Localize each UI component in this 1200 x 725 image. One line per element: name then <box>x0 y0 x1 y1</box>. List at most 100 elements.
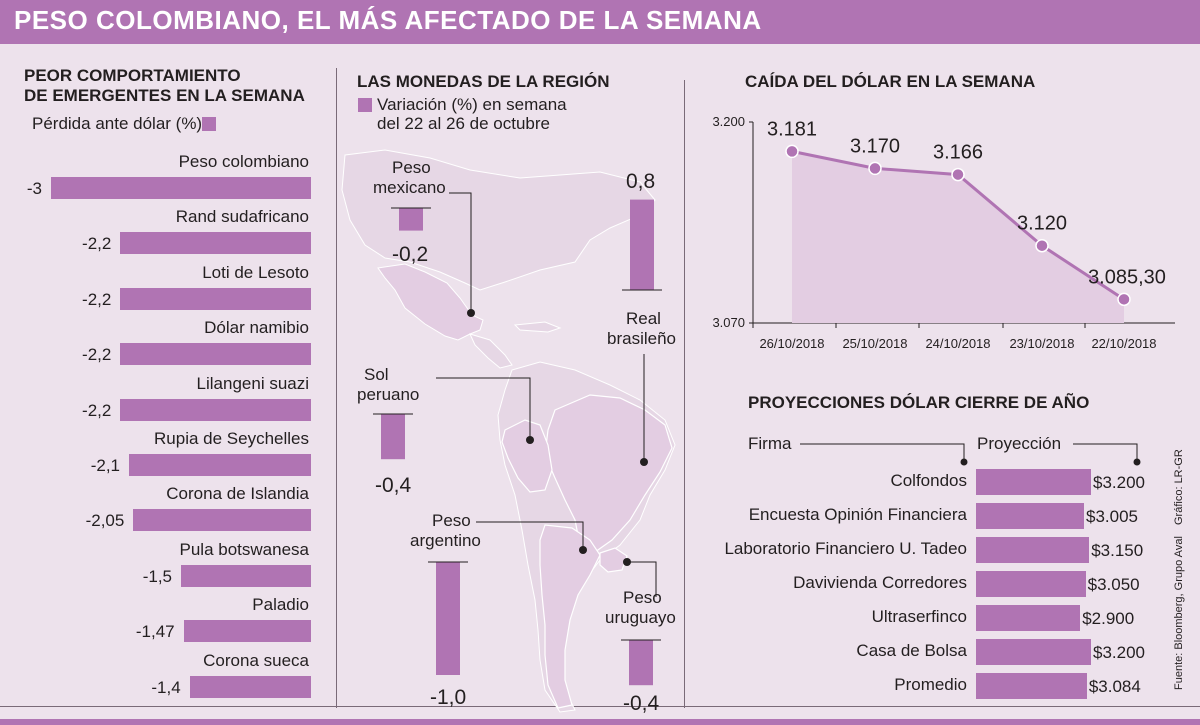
dot-argentina <box>579 546 587 554</box>
x-tick-label: 23/10/2018 <box>1009 336 1074 351</box>
data-label: 3.120 <box>1017 213 1067 235</box>
data-point <box>785 144 799 159</box>
firm-header-line <box>800 443 965 462</box>
projection-bar <box>976 503 1084 529</box>
area-fill <box>792 151 1124 323</box>
emerging-value-label: -2,2 <box>82 234 112 254</box>
dollar-chart-title: CAÍDA DEL DÓLAR EN LA SEMANA <box>745 72 1036 91</box>
y-tick-label: 3.070 <box>712 315 745 330</box>
projection-header-line <box>1073 443 1138 462</box>
projection-bar <box>976 571 1086 597</box>
region-legend-swatch <box>358 98 372 112</box>
latam-map <box>341 149 676 713</box>
label-peru-2: peruano <box>357 385 420 404</box>
label-argentina-2: argentino <box>410 531 481 550</box>
emerging-category-label: Rand sudafricano <box>175 207 309 227</box>
projections-col-projection: Proyección <box>977 434 1062 453</box>
emerging-value-label: -2,1 <box>90 456 120 475</box>
data-point <box>868 161 882 176</box>
label-brazil-2: brasileño <box>607 329 676 348</box>
data-label: 3.085,30 <box>1088 266 1166 288</box>
argentina-shape <box>539 524 601 709</box>
projection-bar <box>976 537 1090 563</box>
emerging-bar <box>120 232 311 255</box>
left-legend-swatch <box>202 117 216 131</box>
emerging-bar <box>120 287 311 310</box>
projections-title: PROYECCIONES DÓLAR CIERRE DE AÑO <box>748 393 1090 412</box>
left-legend-label: Pérdida ante dólar (%) <box>32 114 203 133</box>
region-legend-line2: del 22 al 26 de octubre <box>377 114 550 133</box>
emerging-bar <box>189 675 311 698</box>
emerging-category-label: Pula botswanesa <box>179 539 309 559</box>
label-brazil-1: Real <box>626 309 661 328</box>
central-america-shape <box>469 333 513 369</box>
uruguay-shape <box>599 547 628 573</box>
region-bar-brazil <box>630 199 654 290</box>
leader-argentina <box>476 521 584 550</box>
dot-brazil <box>640 458 648 466</box>
emerging-bar <box>129 454 311 476</box>
leader-mexico <box>449 192 472 313</box>
projection-firm: Davivienda Corredores <box>793 573 967 592</box>
emerging-bar <box>133 509 311 532</box>
projection-value: $3.200 <box>1093 643 1145 662</box>
value-brazil: 0,8 <box>626 170 656 193</box>
label-mexico-1: Peso <box>392 158 431 177</box>
emerging-category-label: Corona sueca <box>203 650 309 670</box>
title-bar <box>0 0 1200 44</box>
projection-firm: Encuesta Opinión Financiera <box>748 505 967 524</box>
y-tick-label: 3.200 <box>712 114 745 129</box>
region-bar-uruguay <box>629 640 653 686</box>
value-mexico: -0,2 <box>392 243 429 266</box>
label-uruguay-2: uruguayo <box>605 608 676 627</box>
emerging-bar <box>51 177 311 199</box>
dot-uruguay <box>623 558 631 566</box>
emerging-value-label: -1,4 <box>151 677 181 697</box>
x-tick-label: 24/10/2018 <box>925 336 990 351</box>
projection-value: $3.200 <box>1093 473 1145 492</box>
value-argentina: -1,0 <box>430 686 467 709</box>
emerging-value-label: -2,2 <box>82 289 112 309</box>
emerging-category-label: Lilangeni suazi <box>196 373 309 393</box>
emerging-value-label: -2,05 <box>85 511 125 531</box>
value-uruguay: -0,4 <box>623 692 660 715</box>
dot-peru <box>526 436 534 444</box>
x-tick-label: 26/10/2018 <box>759 336 824 351</box>
projection-firm: Colfondos <box>890 471 967 490</box>
region-legend-line1: Variación (%) en semana <box>377 95 567 114</box>
region-bar-peru <box>381 414 405 460</box>
data-label: 3.166 <box>933 142 983 164</box>
emerging-value-label: -2,2 <box>82 345 112 365</box>
projection-firm: Laboratorio Financiero U. Tadeo <box>724 539 967 558</box>
dollar-area-chart: 3.070 3.200 3.181 26/10/2018 3.170 25/10/2018… <box>712 114 1175 351</box>
region-bar-argentina <box>436 562 460 675</box>
x-tick-label: 22/10/2018 <box>1091 336 1156 351</box>
bottom-band <box>0 719 1200 725</box>
emerging-bar <box>120 398 311 421</box>
projection-firm: Ultraserfinco <box>871 607 967 626</box>
emerging-category-label: Peso colombiano <box>178 152 309 171</box>
left-panel-title-2: DE EMERGENTES EN LA SEMANA <box>24 86 305 105</box>
projections-header-lines <box>800 443 1141 466</box>
value-peru: -0,4 <box>375 474 412 497</box>
brazil-shape <box>544 394 673 553</box>
data-point <box>1035 238 1049 253</box>
source-credit: Fuente: Bloomberg, Grupo Aval <box>1173 536 1185 690</box>
emerging-bar <box>120 343 311 366</box>
data-label: 3.181 <box>767 118 817 140</box>
projection-header-dot <box>1133 458 1141 466</box>
projection-bar <box>976 639 1091 665</box>
label-mexico-2: mexicano <box>373 178 446 197</box>
projection-bar <box>976 605 1081 631</box>
emerging-category-label: Dólar namibio <box>204 318 309 338</box>
separator-right <box>684 80 685 708</box>
label-uruguay-1: Peso <box>623 588 662 607</box>
page-title: PESO COLOMBIANO, EL MÁS AFECTADO DE LA S… <box>14 5 762 35</box>
separator-left <box>336 68 337 708</box>
emerging-value-label: -2,2 <box>82 400 112 420</box>
projection-value: $3.084 <box>1088 677 1141 696</box>
emerging-category-label: Rupia de Seychelles <box>154 429 309 448</box>
projection-value: $3.005 <box>1085 507 1138 526</box>
leader-peru <box>436 377 531 440</box>
graphic-credit: Gráfico: LR-GR <box>1173 449 1185 525</box>
